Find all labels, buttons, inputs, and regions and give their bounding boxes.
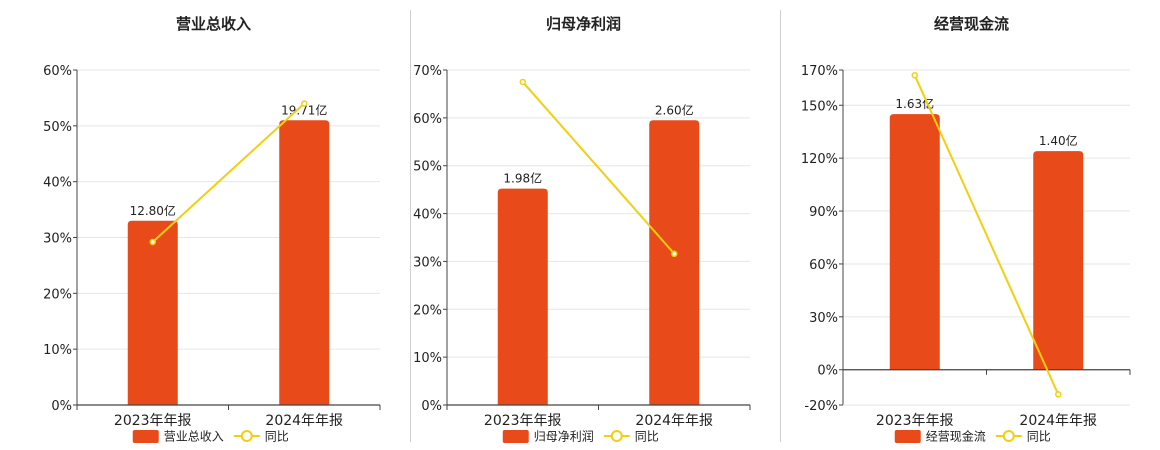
y-tick-label: 40% (413, 208, 442, 223)
y-tick-label: 70% (413, 64, 442, 79)
y-tick-label: 60% (43, 64, 72, 79)
bar-value-label: 1.98亿 (503, 171, 542, 186)
series-line-yoy (913, 74, 1060, 395)
x-tick-label: 2023年年报 (876, 413, 954, 429)
y-tick-label: 170% (801, 64, 838, 79)
bar (279, 120, 330, 405)
y-tick-label: 90% (809, 205, 838, 220)
legend-label-bar: 经营现金流 (926, 429, 986, 444)
bar (497, 188, 548, 405)
series-line-yoy (152, 102, 305, 243)
series-point-yoy (149, 238, 156, 246)
x-tick-label: 2023年年报 (114, 413, 192, 429)
y-tick-label: 150% (801, 99, 838, 114)
x-tick-label: 2023年年报 (484, 413, 562, 429)
legend-swatch-bar (502, 430, 529, 443)
y-tick-label: 0% (421, 399, 442, 414)
series-point-yoy (519, 78, 526, 86)
bar-value-label: 2.60亿 (655, 102, 694, 117)
y-tick-label: 60% (809, 258, 838, 273)
panel-divider (410, 10, 411, 442)
legend-label-line: 同比 (265, 430, 289, 444)
series-point-yoy (1055, 391, 1062, 398)
legend-swatch-bar (894, 430, 921, 443)
y-tick-label: 30% (43, 232, 72, 247)
y-tick-label: 50% (43, 120, 72, 135)
series-point-yoy (301, 100, 308, 107)
y-tick-label: 120% (801, 152, 838, 167)
bar-value-label: 1.63亿 (895, 96, 934, 111)
series-point-yoy (671, 250, 678, 258)
legend-label-bar: 营业总收入 (164, 430, 224, 444)
y-tick-label: 20% (413, 303, 442, 318)
chart-panel: 归母净利润 0% 10% 20% 30% 40% 50% 60% 70% 1.98亿 2.60亿 20… (413, 15, 751, 444)
chart-panel: 经营现金流 -20% 0% 30% 60% 90% 120% 150% 170% 1.63亿 1.4… (801, 15, 1131, 444)
chart-title: 经营现金流 (934, 15, 1009, 33)
bar (1033, 151, 1084, 370)
legend-swatch-marker (240, 430, 253, 442)
x-tick-label: 2024年年报 (635, 413, 713, 429)
legend-swatch-marker (610, 430, 623, 442)
y-tick-label: 60% (413, 112, 442, 127)
y-tick-label: 50% (413, 160, 442, 175)
y-tick-label: 40% (43, 176, 72, 191)
y-tick-label: 20% (43, 287, 72, 302)
series-line-yoy (521, 81, 676, 255)
y-tick-label: 0% (51, 399, 72, 414)
y-tick-label: 30% (809, 311, 838, 326)
y-tick-label: 10% (43, 343, 72, 358)
legend-label-bar: 归母净利润 (534, 430, 594, 444)
bar (649, 120, 700, 405)
panel-divider (780, 10, 781, 442)
legend-label-line: 同比 (635, 430, 659, 444)
x-tick-label: 2024年年报 (1019, 413, 1097, 429)
x-tick-label: 2024年年报 (265, 413, 343, 429)
bar (127, 220, 178, 405)
y-tick-label: 10% (413, 351, 442, 366)
y-tick-label: -20% (804, 399, 838, 414)
bar-value-label: 12.80亿 (130, 203, 176, 218)
chart-panel: 营业总收入0%10%20%30%40%50%60%12.80亿19.71亿202… (43, 15, 381, 444)
legend-swatch-marker (1002, 430, 1015, 442)
series-point-yoy (911, 72, 918, 79)
bar (889, 114, 940, 370)
legend-swatch-bar (132, 430, 159, 443)
y-tick-label: 0% (817, 364, 838, 379)
y-tick-label: 30% (413, 255, 442, 270)
bar-value-label: 1.40亿 (1039, 133, 1078, 148)
chart-title: 营业总收入 (176, 15, 251, 33)
chart-title: 归母净利润 (546, 15, 621, 33)
legend-label-line: 同比 (1027, 430, 1051, 444)
